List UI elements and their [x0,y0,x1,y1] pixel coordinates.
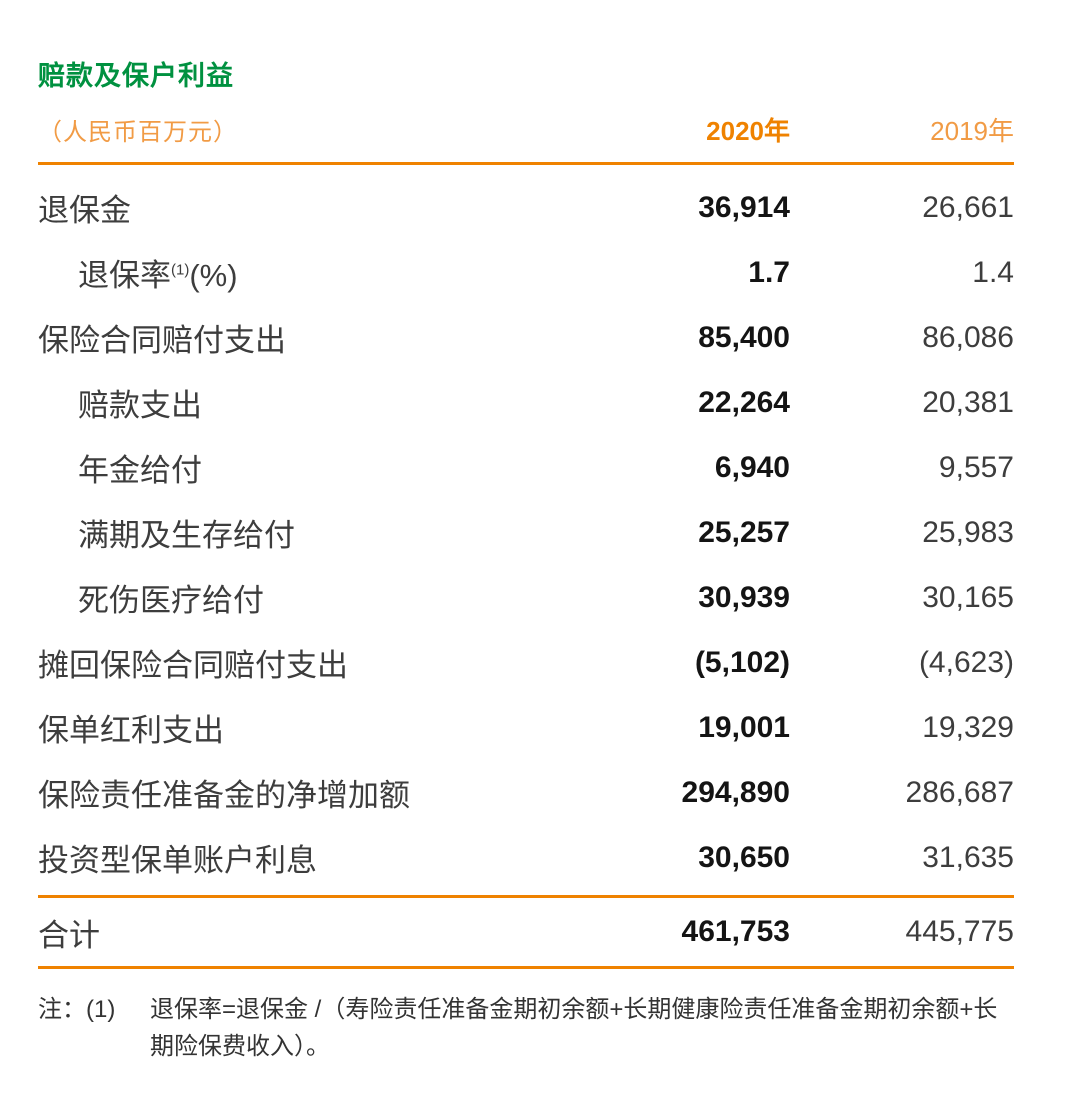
total-row: 合计 461,753 445,775 [38,898,1014,969]
table-row: 保险合同赔付支出 85,400 86,086 [38,305,1014,370]
value-2019: (4,623) [918,645,1014,679]
value-2019: 30,165 [922,580,1014,614]
value-2019: 1.4 [972,255,1014,289]
unit-label: （人民币百万元） [38,119,238,146]
table-row: 满期及生存给付 25,257 25,983 [38,500,1014,565]
value-2019: 26,661 [922,190,1014,224]
table-header: （人民币百万元） 2020年 2019年 [38,111,1014,165]
value-2020: (5,102) [694,645,790,679]
report-page: 赔款及保户利益 （人民币百万元） 2020年 2019年 退保金 36,914 26… [38,61,1014,1065]
table-row: 死伤医疗给付 30,939 30,165 [38,565,1014,630]
value-2020: 25,257 [698,515,790,549]
value-2019: 286,687 [905,775,1014,809]
value-2019: 20,381 [922,385,1014,419]
value-2019: 31,635 [922,840,1014,874]
table-row: 投资型保单账户利息 30,650 31,635 [38,825,1014,890]
row-label: 满期及生存给付 [78,518,295,553]
value-2020: 30,939 [698,580,790,614]
table-row: 退保率(1)(%) 1.7 1.4 [38,240,1014,305]
table-row: 保单红利支出 19,001 19,329 [38,695,1014,760]
total-label: 合计 [38,917,100,953]
row-label: 死伤医疗给付 [78,583,264,618]
row-label: 摊回保险合同赔付支出 [38,648,348,683]
row-label: 投资型保单账户利息 [38,843,317,878]
table-row: 摊回保险合同赔付支出 (5,102) (4,623) [38,630,1014,695]
table-body: 退保金 36,914 26,661 退保率(1)(%) 1.7 1.4 保险合同赔付支出 85… [38,165,1014,898]
table-row: 赔款支出 22,264 20,381 [38,370,1014,435]
row-label: 退保率(1)(%) [78,258,238,293]
row-label: 保险责任准备金的净增加额 [38,778,410,813]
row-label: 保单红利支出 [38,713,224,748]
value-2020: 36,914 [698,190,790,224]
table-row: 年金给付 6,940 9,557 [38,435,1014,500]
value-2019: 9,557 [938,450,1014,484]
value-2020: 1.7 [748,255,790,289]
footnote-text: 退保率=退保金 /（寿险责任准备金期初余额+长期健康险责任准备金期初余额+长期险… [150,996,998,1060]
value-2020: 22,264 [698,385,790,419]
column-header-2020: 2020年 [706,116,790,146]
row-label: 年金给付 [78,453,202,488]
value-2019: 19,329 [922,710,1014,744]
value-2020: 85,400 [698,320,790,354]
value-2020: 294,890 [681,775,790,809]
footnote-ref: (1) [171,261,190,279]
row-label: 保险合同赔付支出 [38,323,286,358]
total-value-2020: 461,753 [681,915,790,948]
page-title: 赔款及保户利益 [38,61,234,91]
row-label: 赔款支出 [78,388,202,423]
value-2020: 30,650 [698,840,790,874]
value-2019: 86,086 [922,320,1014,354]
column-header-2019: 2019年 [930,116,1014,146]
table-row: 退保金 36,914 26,661 [38,175,1014,240]
table-row: 保险责任准备金的净增加额 294,890 286,687 [38,760,1014,825]
footnote-marker: 注：(1) [38,996,116,1023]
total-value-2019: 445,775 [905,915,1014,948]
footnote: 注：(1) 退保率=退保金 /（寿险责任准备金期初余额+长期健康险责任准备金期初… [38,991,1014,1065]
value-2020: 19,001 [698,710,790,744]
value-2019: 25,983 [922,515,1014,549]
row-label: 退保金 [38,193,131,228]
value-2020: 6,940 [714,450,790,484]
